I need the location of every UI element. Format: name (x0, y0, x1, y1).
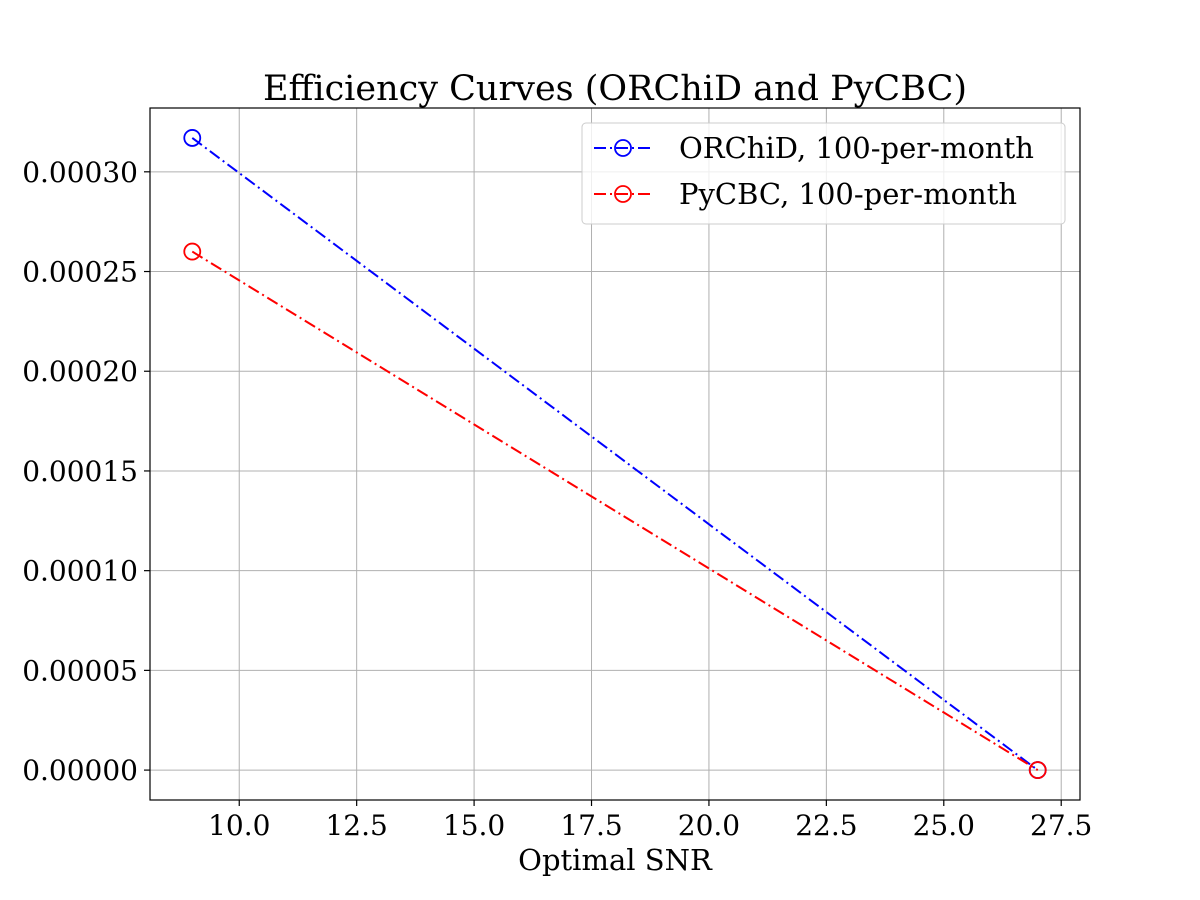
y-tick-label: 0.00000 (22, 754, 138, 787)
data-point-marker (1028, 761, 1047, 779)
y-tick-label: 0.00010 (22, 555, 138, 588)
legend-marker (614, 139, 632, 157)
x-tick-label: 12.5 (325, 809, 387, 842)
plot-series (183, 129, 1047, 779)
chart-title: Efficiency Curves (ORChiD and PyCBC) (263, 69, 967, 109)
x-tick-label: 20.0 (678, 809, 740, 842)
series-line (191, 250, 1039, 771)
data-point-marker (183, 242, 202, 261)
legend-label: PyCBC, 100-per-month (679, 177, 1017, 211)
x-tick-label: 10.0 (208, 809, 270, 842)
data-point-marker (183, 129, 202, 147)
legend-marker (614, 185, 632, 203)
legend-box (581, 122, 1066, 225)
y-tick-label: 0.00015 (22, 455, 138, 488)
y-tick-label: 0.00025 (22, 256, 138, 289)
axis-ticks: 10.0 12.5 15.0 17.5 20.0 22.5 25.0 27.5 0.00000 0… (22, 156, 1092, 842)
y-tick-label: 0.00005 (22, 654, 138, 687)
x-tick-label: 15.0 (443, 809, 505, 842)
x-axis-title: Optimal SNR (518, 843, 713, 877)
x-tick-label: 22.5 (795, 809, 857, 842)
y-tick-label: 0.00030 (22, 156, 138, 189)
y-tick-label: 0.00020 (22, 355, 138, 388)
legend: ORChiD, 100-per-month PyCBC, 100-per-mont… (581, 122, 1066, 225)
x-tick-label: 27.5 (1030, 809, 1092, 842)
plot-frame (149, 107, 1081, 801)
x-tick-label: 17.5 (560, 809, 622, 842)
legend-label: ORChiD, 100-per-month (679, 131, 1034, 165)
x-tick-label: 25.0 (913, 809, 975, 842)
